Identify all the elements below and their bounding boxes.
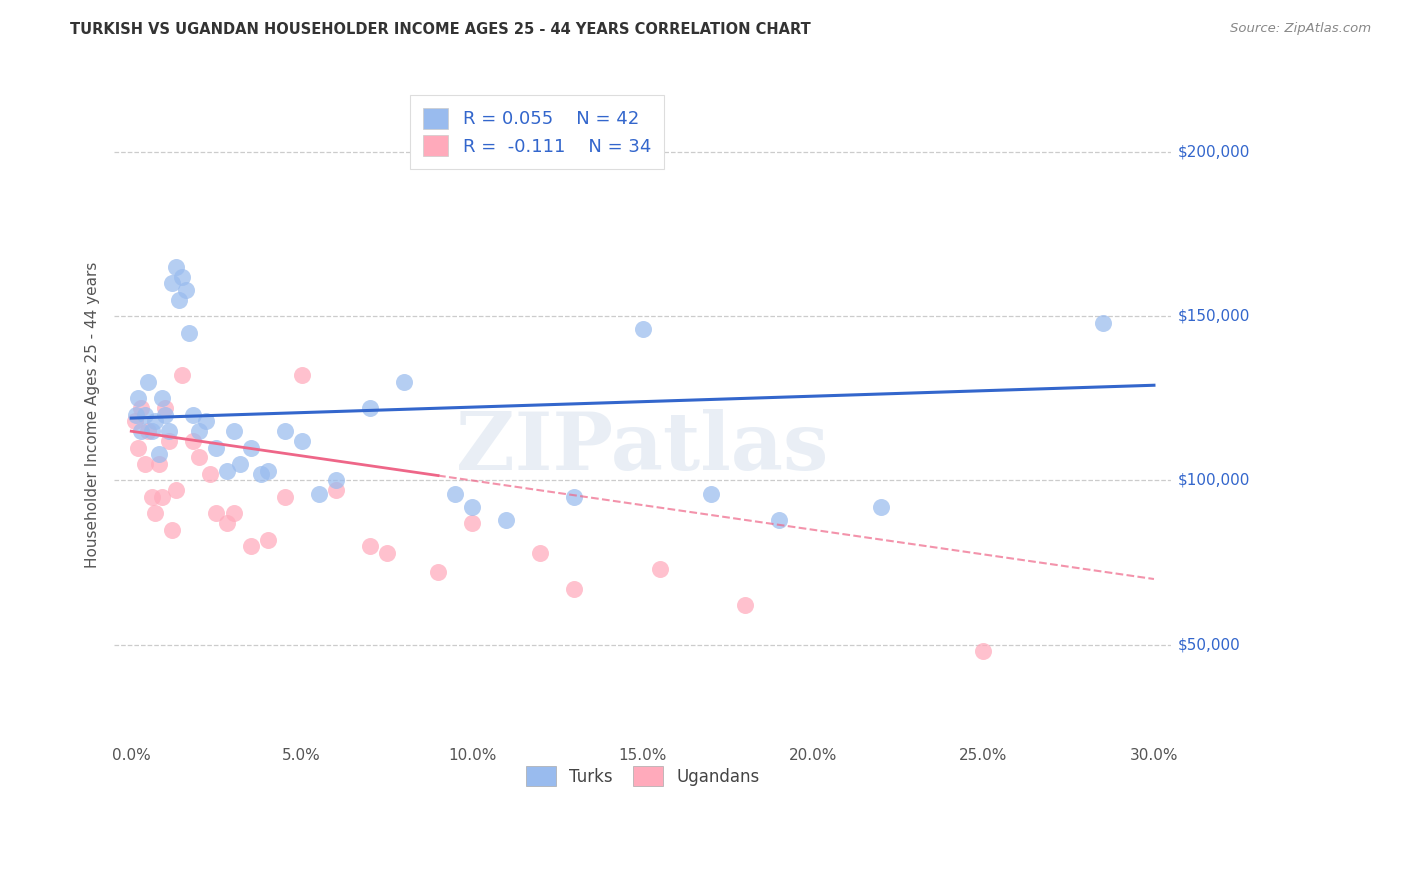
Point: [768, 513, 790, 527]
Point: [249, 467, 271, 481]
Point: [165, 260, 187, 274]
Point: [273, 424, 295, 438]
Point: [461, 500, 484, 514]
Point: [631, 322, 654, 336]
Point: [188, 424, 211, 438]
Point: [325, 474, 347, 488]
Point: [160, 523, 183, 537]
Point: [564, 490, 586, 504]
Point: [188, 450, 211, 465]
Point: [134, 457, 156, 471]
Point: [155, 401, 177, 416]
Point: [157, 434, 180, 448]
Point: [239, 539, 262, 553]
Point: [870, 500, 893, 514]
Point: [150, 490, 173, 504]
Point: [325, 483, 347, 498]
Point: [143, 414, 166, 428]
Point: [165, 483, 187, 498]
Point: [143, 506, 166, 520]
Point: [150, 392, 173, 406]
Point: [157, 424, 180, 438]
Point: [444, 486, 467, 500]
Point: [700, 486, 723, 500]
Point: [495, 513, 517, 527]
Point: [564, 582, 586, 596]
Point: [1091, 316, 1114, 330]
Point: [215, 464, 238, 478]
Point: [172, 368, 194, 383]
Point: [198, 467, 221, 481]
Point: [427, 566, 450, 580]
Text: $150,000: $150,000: [1178, 309, 1250, 324]
Point: [136, 375, 159, 389]
Text: $200,000: $200,000: [1178, 145, 1250, 160]
Point: [141, 490, 163, 504]
Point: [155, 408, 177, 422]
Text: Source: ZipAtlas.com: Source: ZipAtlas.com: [1230, 22, 1371, 36]
Legend: Turks, Ugandans: Turks, Ugandans: [517, 758, 768, 794]
Point: [131, 424, 153, 438]
Point: [291, 434, 314, 448]
Point: [648, 562, 671, 576]
Point: [359, 401, 381, 416]
Point: [239, 441, 262, 455]
Point: [148, 457, 170, 471]
Point: [195, 414, 218, 428]
Point: [392, 375, 415, 389]
Point: [205, 506, 228, 520]
Point: [205, 441, 228, 455]
Point: [131, 401, 153, 416]
Point: [734, 599, 756, 613]
Point: [215, 516, 238, 531]
Point: [359, 539, 381, 553]
Y-axis label: Householder Income Ages 25 - 44 years: Householder Income Ages 25 - 44 years: [86, 261, 100, 568]
Point: [124, 414, 146, 428]
Point: [134, 408, 156, 422]
Point: [222, 424, 245, 438]
Point: [973, 644, 995, 658]
Point: [141, 424, 163, 438]
Point: [148, 447, 170, 461]
Point: [167, 293, 190, 307]
Point: [136, 424, 159, 438]
Point: [172, 269, 194, 284]
Text: $100,000: $100,000: [1178, 473, 1250, 488]
Point: [179, 326, 201, 340]
Point: [256, 533, 278, 547]
Point: [160, 277, 183, 291]
Point: [127, 392, 149, 406]
Point: [256, 464, 278, 478]
Text: $50,000: $50,000: [1178, 637, 1240, 652]
Point: [308, 486, 330, 500]
Point: [127, 441, 149, 455]
Point: [273, 490, 295, 504]
Point: [461, 516, 484, 531]
Point: [181, 408, 204, 422]
Point: [222, 506, 245, 520]
Point: [291, 368, 314, 383]
Point: [125, 408, 148, 422]
Point: [529, 546, 551, 560]
Point: [375, 546, 398, 560]
Point: [174, 283, 197, 297]
Text: ZIPatlas: ZIPatlas: [457, 409, 828, 487]
Text: TURKISH VS UGANDAN HOUSEHOLDER INCOME AGES 25 - 44 YEARS CORRELATION CHART: TURKISH VS UGANDAN HOUSEHOLDER INCOME AG…: [70, 22, 811, 37]
Point: [181, 434, 204, 448]
Point: [229, 457, 252, 471]
